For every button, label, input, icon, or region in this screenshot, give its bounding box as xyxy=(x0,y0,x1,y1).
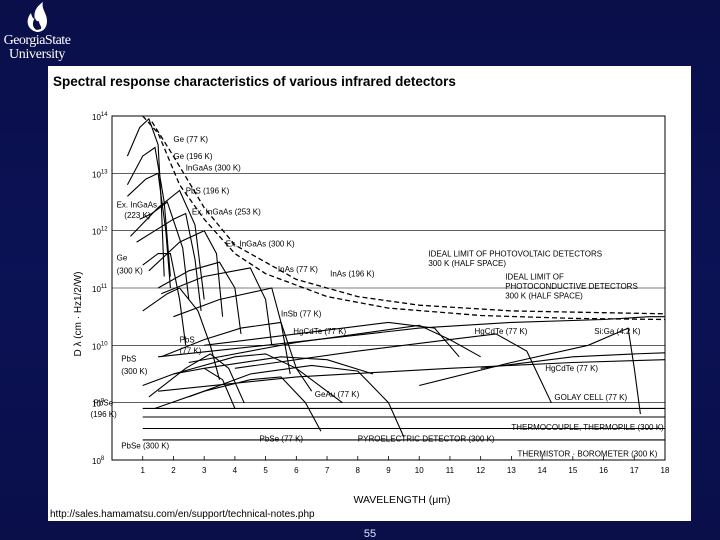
curve-label: (300 K) xyxy=(117,267,144,276)
series-line-20 xyxy=(188,324,481,364)
chart-panel: Spectral response characteristics of var… xyxy=(48,66,691,521)
flame-icon xyxy=(27,2,47,32)
x-axis-label: WAVELENGTH (μm) xyxy=(353,494,450,506)
logo-line-1: GeorgiaState xyxy=(3,33,71,48)
curve-label: Si:Ga (4.2 K) xyxy=(594,327,641,336)
curve-label: InAs (77 K) xyxy=(278,265,318,274)
curve-label: IDEAL LIMIT OF xyxy=(505,272,564,281)
series-line-16 xyxy=(154,376,322,432)
x-tick-label: 5 xyxy=(263,466,268,475)
series-line-12 xyxy=(142,287,221,380)
curve-label: PbS xyxy=(180,336,195,345)
curve-label: (196 K) xyxy=(91,410,118,419)
x-tick-label: 11 xyxy=(446,466,455,475)
logo-line-2: University xyxy=(8,47,66,62)
series-line-4 xyxy=(130,189,205,300)
curve-label: Ex. InGaAs xyxy=(117,201,157,210)
x-tick-label: 16 xyxy=(599,466,608,475)
x-tick-label: 12 xyxy=(476,466,485,475)
detector-chart: Spectral response characteristics of var… xyxy=(50,74,670,520)
series-line-5 xyxy=(139,201,190,300)
curve-label: IDEAL LIMIT OF PHOTOVOLTAIC DETECTORS xyxy=(428,250,602,259)
series-line-6 xyxy=(136,212,202,311)
curve-label: PbSe xyxy=(94,399,114,408)
curve-label: GeAu (77 K) xyxy=(315,390,360,399)
curve-label: THERMISTOR · BOROMETER (300 K) xyxy=(518,450,658,459)
curve-label: Ge xyxy=(117,254,128,263)
series-line-7 xyxy=(142,253,187,346)
curve-label: Ex. InGaAs (253 K) xyxy=(192,208,261,217)
y-axis-label: D λ (cm · Hz1/2/W) xyxy=(73,272,84,357)
y-axis-label-text: D λ (cm · Hz1/2/W) xyxy=(73,272,84,357)
y-tick-label: 109 xyxy=(92,399,105,409)
curve-label: HgCdTe (77 K) xyxy=(475,327,528,336)
curve-label: HgCdTe (77 K) xyxy=(545,364,598,373)
series-line-2 xyxy=(126,146,171,277)
x-tick-label: 2 xyxy=(171,466,176,475)
curve-label: PbS (196 K) xyxy=(186,186,230,195)
x-tick-label: 3 xyxy=(202,466,207,475)
curve-label: Ex. InGaAs (300 K) xyxy=(226,240,295,249)
x-tick-label: 14 xyxy=(538,466,547,475)
curve-label: PbSe (300 K) xyxy=(121,442,169,451)
series-line-22 xyxy=(234,333,552,403)
series-line-11 xyxy=(173,287,291,375)
series-line-8 xyxy=(148,229,224,317)
series-line-18 xyxy=(173,353,343,404)
y-tick-label: 1011 xyxy=(92,284,108,294)
x-tick-label: 7 xyxy=(325,466,330,475)
series-line-17 xyxy=(188,364,405,438)
curve-label: InSb (77 K) xyxy=(281,310,322,319)
series-line-24 xyxy=(158,316,665,358)
curve-label: (300 K) xyxy=(121,367,148,376)
curve-label: Ge (77 K) xyxy=(173,135,208,144)
x-tick-label: 15 xyxy=(568,466,577,475)
y-tick-label: 108 xyxy=(92,456,105,466)
x-tick-label: 10 xyxy=(415,466,424,475)
series-line-21 xyxy=(204,321,460,358)
x-tick-label: 1 xyxy=(140,466,145,475)
x-tick-label: 6 xyxy=(294,466,299,475)
curve-label: InGaAs (300 K) xyxy=(186,164,241,173)
series-line-31 xyxy=(142,115,666,321)
curve-label: PbSe (77 K) xyxy=(260,435,304,444)
curve-label: PbS xyxy=(121,354,136,363)
curve-label: HgCdTe (77 K) xyxy=(293,327,346,336)
x-tick-label: 8 xyxy=(356,466,361,475)
curve-label: InAs (196 K) xyxy=(330,270,375,279)
y-tick-label: 1012 xyxy=(92,227,108,237)
x-tick-label: 18 xyxy=(661,466,670,475)
x-tick-label: 13 xyxy=(507,466,516,475)
series-line-32 xyxy=(151,121,666,315)
curve-label: PYROELECTRIC DETECTOR (300 K) xyxy=(358,435,495,444)
university-logo: GeorgiaState University xyxy=(2,0,72,66)
curve-label: 300 K (HALF SPACE) xyxy=(428,259,506,268)
source-url[interactable]: http://sales.hamamatsu.com/en/support/te… xyxy=(50,509,315,520)
y-tick-label: 1010 xyxy=(92,341,108,351)
x-tick-label: 9 xyxy=(386,466,391,475)
series-line-25 xyxy=(480,352,666,369)
y-tick-label: 1014 xyxy=(92,112,108,122)
series-line-3 xyxy=(127,172,171,289)
curve-label: GOLAY CELL (77 K) xyxy=(554,393,627,402)
curve-label: Ge (196 K) xyxy=(173,152,212,161)
curve-label: 300 K (HALF SPACE) xyxy=(505,291,583,300)
series-line-1 xyxy=(126,117,165,277)
series-line-9 xyxy=(157,261,242,334)
series-line-26 xyxy=(158,359,666,392)
chart-title: Spectral response characteristics of var… xyxy=(53,74,456,89)
series-line-13 xyxy=(160,321,313,392)
curve-label: PHOTOCONDUCTIVE DETECTORS xyxy=(505,282,638,291)
y-tick-label: 1013 xyxy=(92,169,108,179)
curve-label: THERMOCOUPLE, THERMOPILE (300 K) xyxy=(511,423,664,432)
slide-number: 55 xyxy=(363,528,377,540)
curve-label: (223 K) xyxy=(124,211,151,220)
curve-label: (77 K) xyxy=(180,346,202,355)
series-line-10 xyxy=(160,267,273,346)
x-tick-label: 17 xyxy=(630,466,639,475)
x-tick-label: 4 xyxy=(233,466,238,475)
